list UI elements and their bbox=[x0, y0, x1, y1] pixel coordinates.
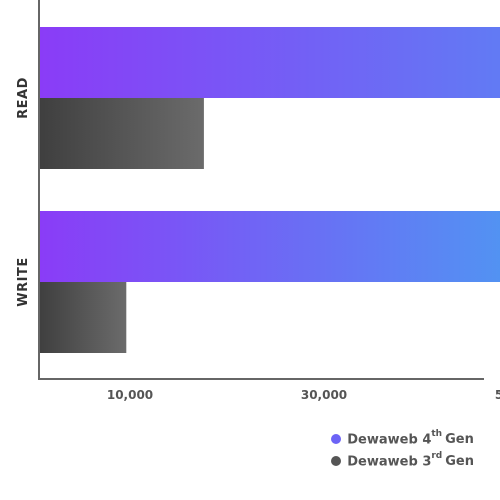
chart-legend: Dewaweb 4th Gen Dewaweb 3rd Gen bbox=[331, 428, 474, 472]
x-tick-label: 10,000 bbox=[107, 388, 153, 402]
legend-marker-icon bbox=[331, 456, 342, 466]
legend-item-series-1[interactable]: Dewaweb 3rd Gen bbox=[331, 450, 474, 472]
category-label-write: WRITE bbox=[16, 257, 31, 306]
x-tick-label: 50,000 bbox=[495, 388, 500, 402]
axes-layer bbox=[38, 0, 484, 380]
bar-write-series-1[interactable] bbox=[39, 282, 127, 353]
x-tick-label: 30,000 bbox=[301, 388, 347, 402]
bars-layer bbox=[39, 27, 500, 353]
bar-read-series-0[interactable] bbox=[39, 27, 500, 98]
legend-label: Dewaweb 3rd Gen bbox=[347, 450, 474, 470]
legend-label: Dewaweb 4th Gen bbox=[347, 428, 474, 448]
category-label-read: READ bbox=[16, 77, 31, 119]
legend-marker-icon bbox=[331, 434, 342, 444]
legend-item-series-0[interactable]: Dewaweb 4th Gen bbox=[331, 428, 474, 450]
bar-write-series-0[interactable] bbox=[39, 211, 500, 282]
bar-read-series-1[interactable] bbox=[39, 98, 204, 169]
